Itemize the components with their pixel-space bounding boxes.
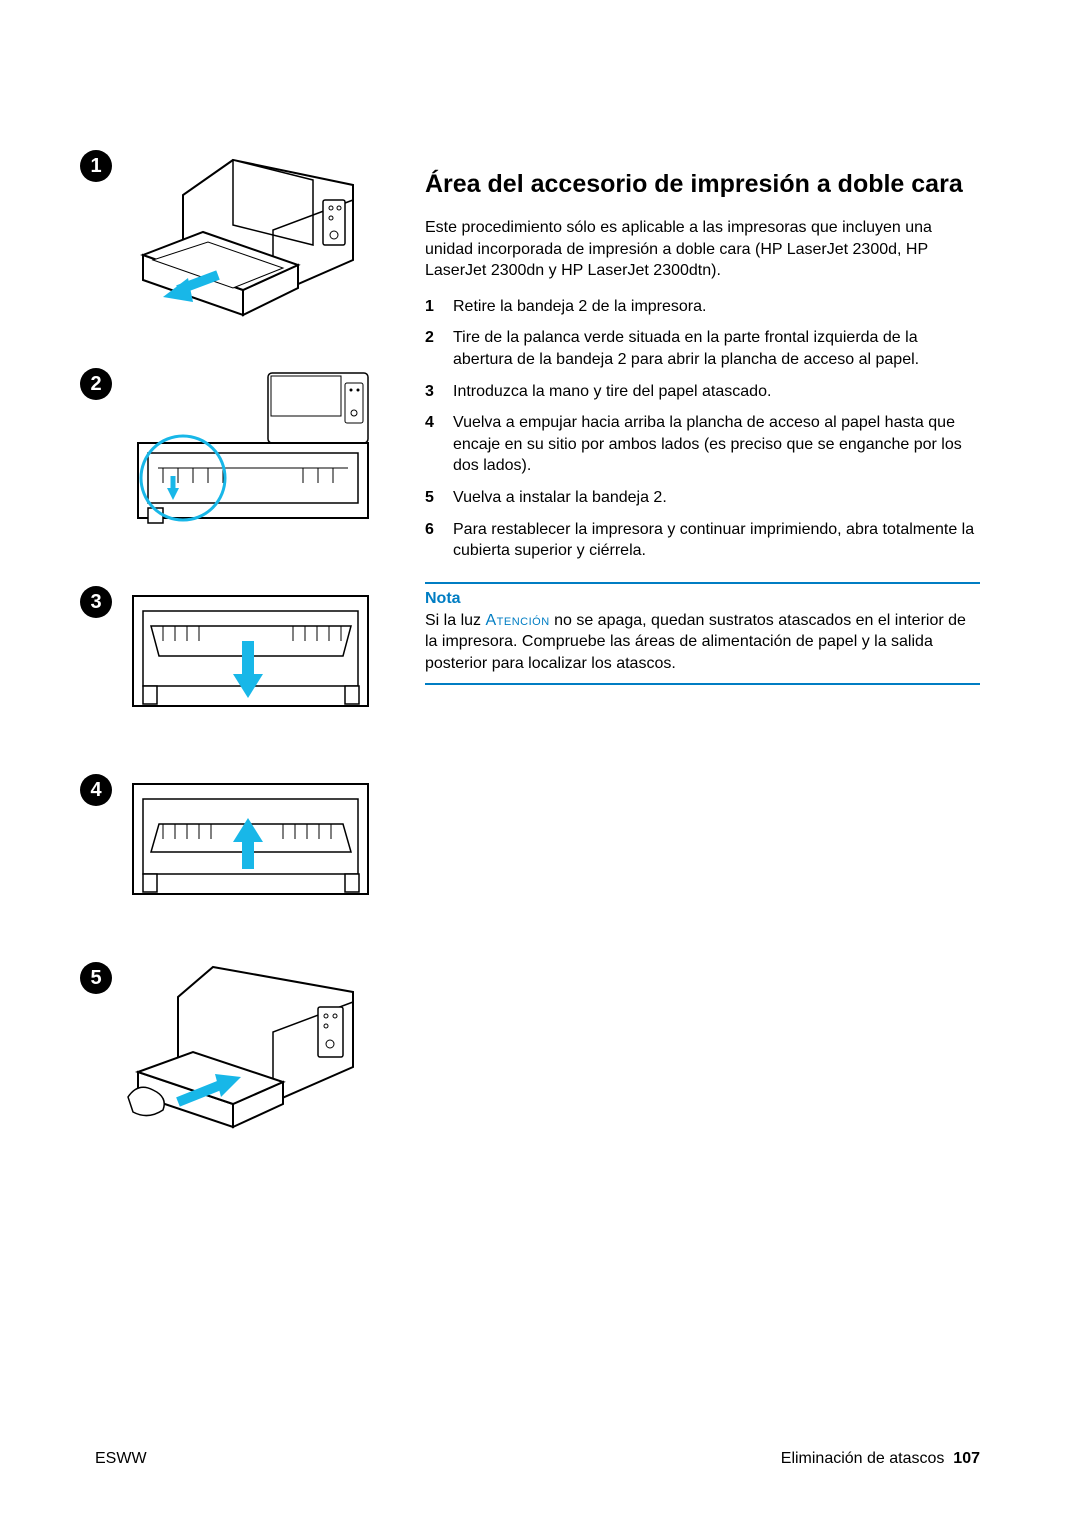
step-text: Tire de la palanca verde situada en la p… bbox=[453, 327, 980, 370]
note-text: Si la luz Atención no se apaga, quedan s… bbox=[425, 610, 980, 675]
step-text: Vuelva a instalar la bandeja 2. bbox=[453, 487, 667, 509]
intro-paragraph: Este procedimiento sólo es aplicable a l… bbox=[425, 217, 980, 282]
step-item: 3Introduzca la mano y tire del papel ata… bbox=[425, 381, 980, 403]
step-item: 4Vuelva a empujar hacia arriba la planch… bbox=[425, 412, 980, 477]
figures-column: 1 bbox=[95, 150, 375, 1180]
figure-2: 2 bbox=[95, 368, 375, 538]
step-item: 5Vuelva a instalar la bandeja 2. bbox=[425, 487, 980, 509]
footer-left: ESWW bbox=[95, 1450, 147, 1468]
step-badge-3: 3 bbox=[80, 586, 112, 618]
atencion-word: Atención bbox=[485, 612, 549, 629]
step-item: 6Para restablecer la impresora y continu… bbox=[425, 519, 980, 562]
note-text-before: Si la luz bbox=[425, 612, 485, 629]
figure-4: 4 bbox=[95, 774, 375, 914]
step-item: 2Tire de la palanca verde situada en la … bbox=[425, 327, 980, 370]
figure-2-illustration bbox=[123, 368, 373, 538]
note-block: Nota Si la luz Atención no se apaga, que… bbox=[425, 582, 980, 685]
step-text: Introduzca la mano y tire del papel atas… bbox=[453, 381, 771, 403]
step-text: Retire la bandeja 2 de la impresora. bbox=[453, 296, 706, 318]
page-footer: ESWW Eliminación de atascos 107 bbox=[95, 1450, 980, 1468]
section-title: Área del accesorio de impresión a doble … bbox=[425, 170, 980, 199]
footer-section-name: Eliminación de atascos bbox=[781, 1450, 945, 1467]
figure-1-illustration bbox=[123, 150, 373, 320]
figure-3-illustration bbox=[123, 586, 373, 726]
step-badge-1: 1 bbox=[80, 150, 112, 182]
step-text: Para restablecer la impresora y continua… bbox=[453, 519, 980, 562]
text-column: Área del accesorio de impresión a doble … bbox=[425, 150, 980, 1180]
figure-4-illustration bbox=[123, 774, 373, 914]
step-badge-4: 4 bbox=[80, 774, 112, 806]
steps-list: 1Retire la bandeja 2 de la impresora. 2T… bbox=[425, 296, 980, 562]
figure-3: 3 bbox=[95, 586, 375, 726]
step-text: Vuelva a empujar hacia arriba la plancha… bbox=[453, 412, 980, 477]
figure-5: 5 bbox=[95, 962, 375, 1132]
step-badge-5: 5 bbox=[80, 962, 112, 994]
step-badge-2: 2 bbox=[80, 368, 112, 400]
note-label: Nota bbox=[425, 590, 980, 608]
footer-right: Eliminación de atascos 107 bbox=[781, 1450, 980, 1468]
step-item: 1Retire la bandeja 2 de la impresora. bbox=[425, 296, 980, 318]
page-number: 107 bbox=[953, 1450, 980, 1467]
page: 1 bbox=[0, 0, 1080, 1528]
figure-1: 1 bbox=[95, 150, 375, 320]
figure-5-illustration bbox=[123, 962, 373, 1132]
content-area: 1 bbox=[95, 150, 980, 1180]
